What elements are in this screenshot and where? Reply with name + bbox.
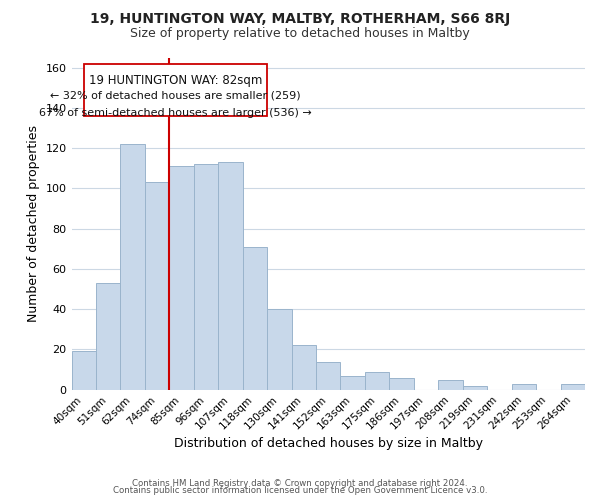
- Bar: [340, 376, 365, 390]
- Bar: [218, 162, 242, 390]
- Bar: [389, 378, 414, 390]
- Bar: [267, 309, 292, 390]
- Bar: [560, 384, 585, 390]
- Bar: [463, 386, 487, 390]
- Bar: [145, 182, 169, 390]
- Bar: [365, 372, 389, 390]
- Text: 67% of semi-detached houses are larger (536) →: 67% of semi-detached houses are larger (…: [39, 108, 312, 118]
- Text: 19, HUNTINGTON WAY, MALTBY, ROTHERHAM, S66 8RJ: 19, HUNTINGTON WAY, MALTBY, ROTHERHAM, S…: [90, 12, 510, 26]
- FancyBboxPatch shape: [84, 64, 267, 116]
- Text: Size of property relative to detached houses in Maltby: Size of property relative to detached ho…: [130, 28, 470, 40]
- Bar: [194, 164, 218, 390]
- Text: Contains HM Land Registry data © Crown copyright and database right 2024.: Contains HM Land Registry data © Crown c…: [132, 478, 468, 488]
- Bar: [316, 362, 340, 390]
- Y-axis label: Number of detached properties: Number of detached properties: [27, 125, 40, 322]
- Bar: [242, 247, 267, 390]
- Bar: [121, 144, 145, 390]
- Bar: [96, 283, 121, 390]
- Bar: [438, 380, 463, 390]
- Bar: [71, 352, 96, 390]
- Text: Contains public sector information licensed under the Open Government Licence v3: Contains public sector information licen…: [113, 486, 487, 495]
- X-axis label: Distribution of detached houses by size in Maltby: Distribution of detached houses by size …: [174, 437, 483, 450]
- Text: 19 HUNTINGTON WAY: 82sqm: 19 HUNTINGTON WAY: 82sqm: [89, 74, 262, 86]
- Bar: [292, 346, 316, 390]
- Text: ← 32% of detached houses are smaller (259): ← 32% of detached houses are smaller (25…: [50, 90, 301, 101]
- Bar: [169, 166, 194, 390]
- Bar: [512, 384, 536, 390]
